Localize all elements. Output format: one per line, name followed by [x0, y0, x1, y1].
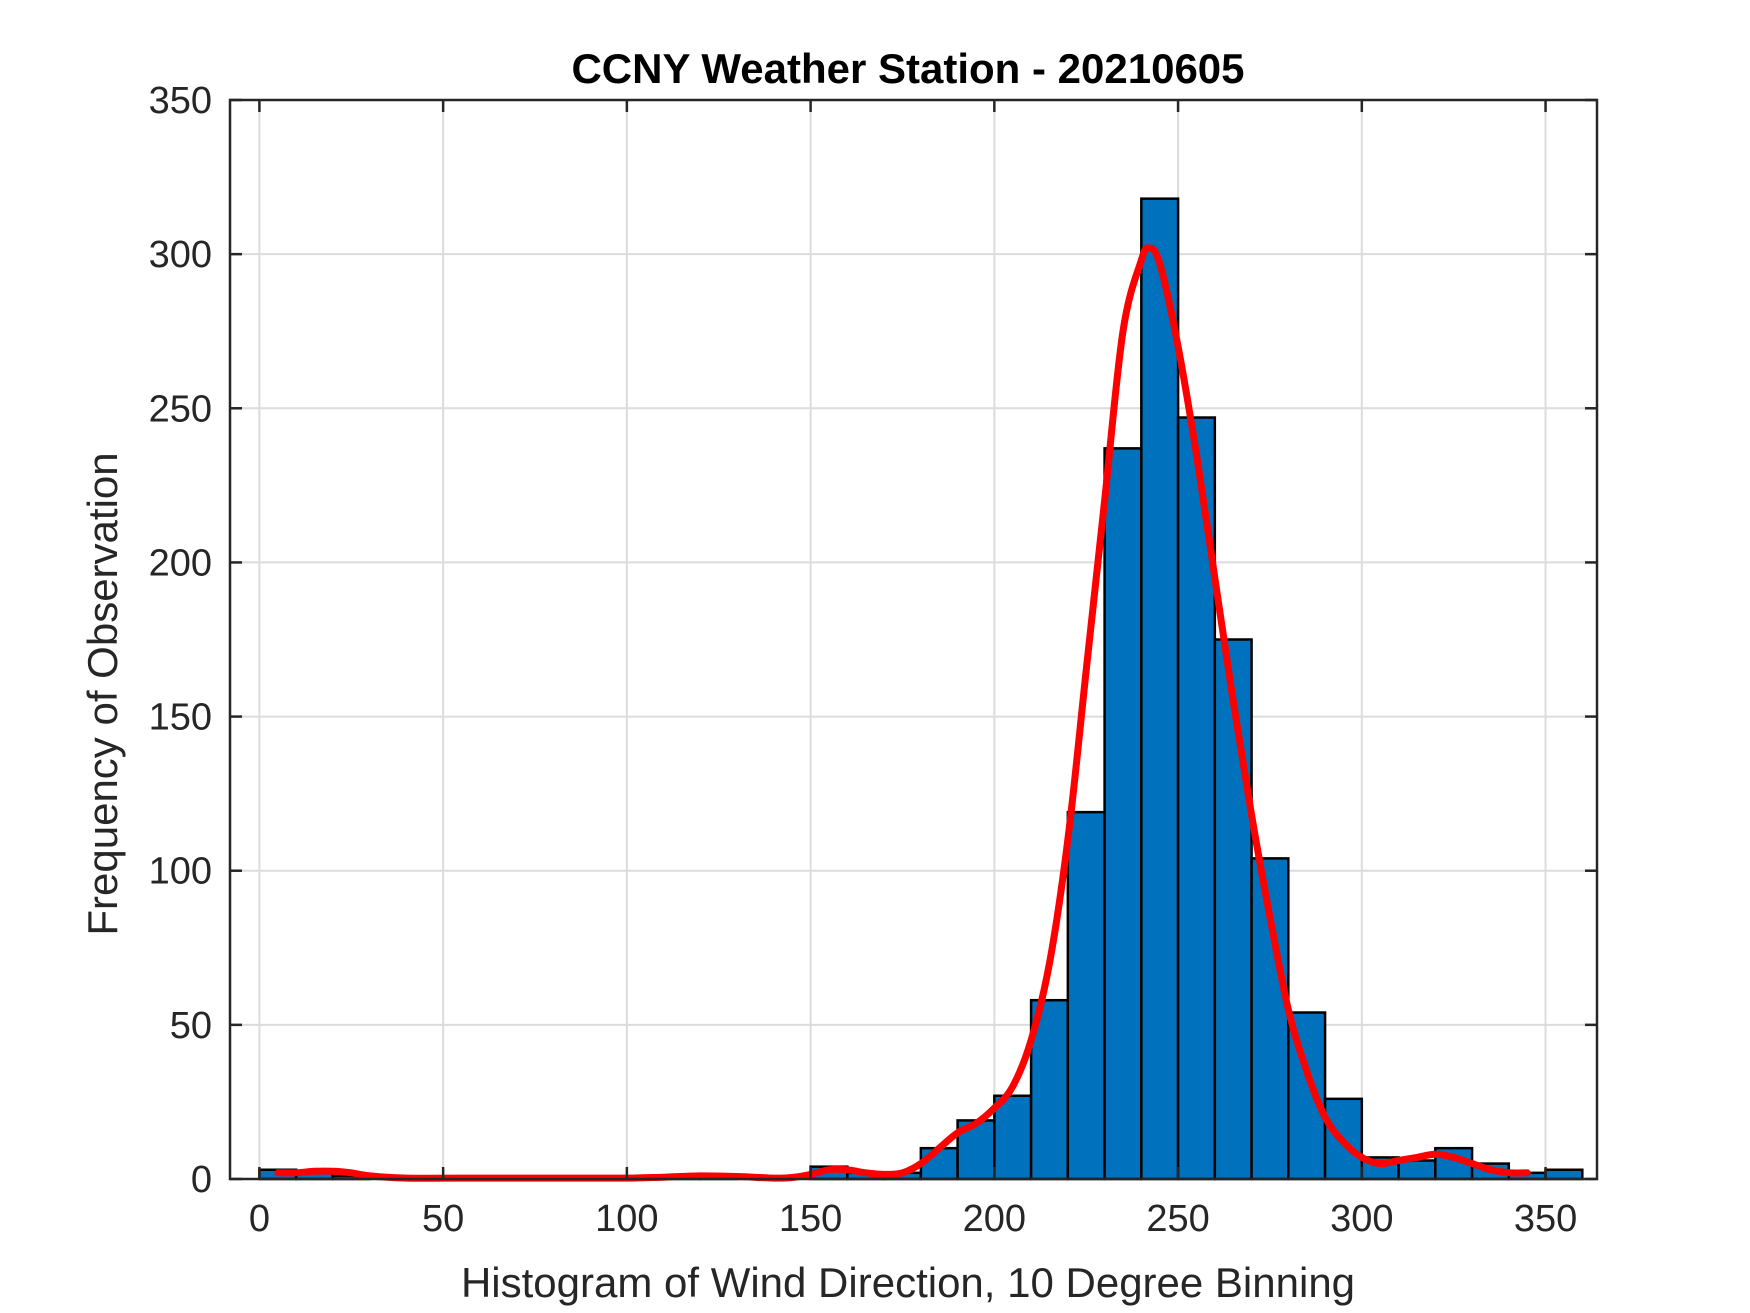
histogram-bar [1140, 197, 1180, 1181]
y-tick-labels: 0 50 100 150 200 250 300 350 [149, 80, 212, 1201]
x-tick-label: 50 [422, 1198, 464, 1240]
fit-curve-layer [274, 244, 1531, 1182]
y-tick-label: 350 [149, 80, 212, 122]
x-tick-label: 350 [1514, 1198, 1577, 1240]
y-tick-label: 300 [149, 234, 212, 276]
histogram-bar [993, 1094, 1033, 1181]
chart-title: CCNY Weather Station - 20210605 [571, 45, 1244, 92]
y-tick-label: 250 [149, 388, 212, 430]
x-tick-label: 300 [1330, 1198, 1393, 1240]
x-tick-labels: 0 50 100 150 200 250 300 350 [249, 1198, 1577, 1240]
y-axis-label: Frequency of Observation [79, 452, 126, 935]
x-tick-label: 0 [249, 1198, 270, 1240]
plot-area-frame [228, 98, 1599, 1181]
x-tick-label: 150 [779, 1198, 842, 1240]
histogram-bar [1103, 447, 1143, 1181]
histogram-bar [1544, 1168, 1584, 1181]
x-tick-label: 200 [963, 1198, 1026, 1240]
x-axis-label: Histogram of Wind Direction, 10 Degree B… [461, 1259, 1355, 1306]
y-tick-label: 150 [149, 697, 212, 739]
fit-curve-line [274, 244, 1531, 1182]
y-tick-label: 100 [149, 851, 212, 893]
x-tick-label: 250 [1146, 1198, 1209, 1240]
histogram-bar [1066, 810, 1106, 1181]
y-tick-label: 0 [191, 1159, 212, 1201]
y-tick-label: 50 [170, 1005, 212, 1047]
axis-ticks [230, 98, 1597, 1181]
y-tick-label: 200 [149, 542, 212, 584]
histogram-bar [1397, 1159, 1437, 1181]
x-tick-label: 100 [595, 1198, 658, 1240]
